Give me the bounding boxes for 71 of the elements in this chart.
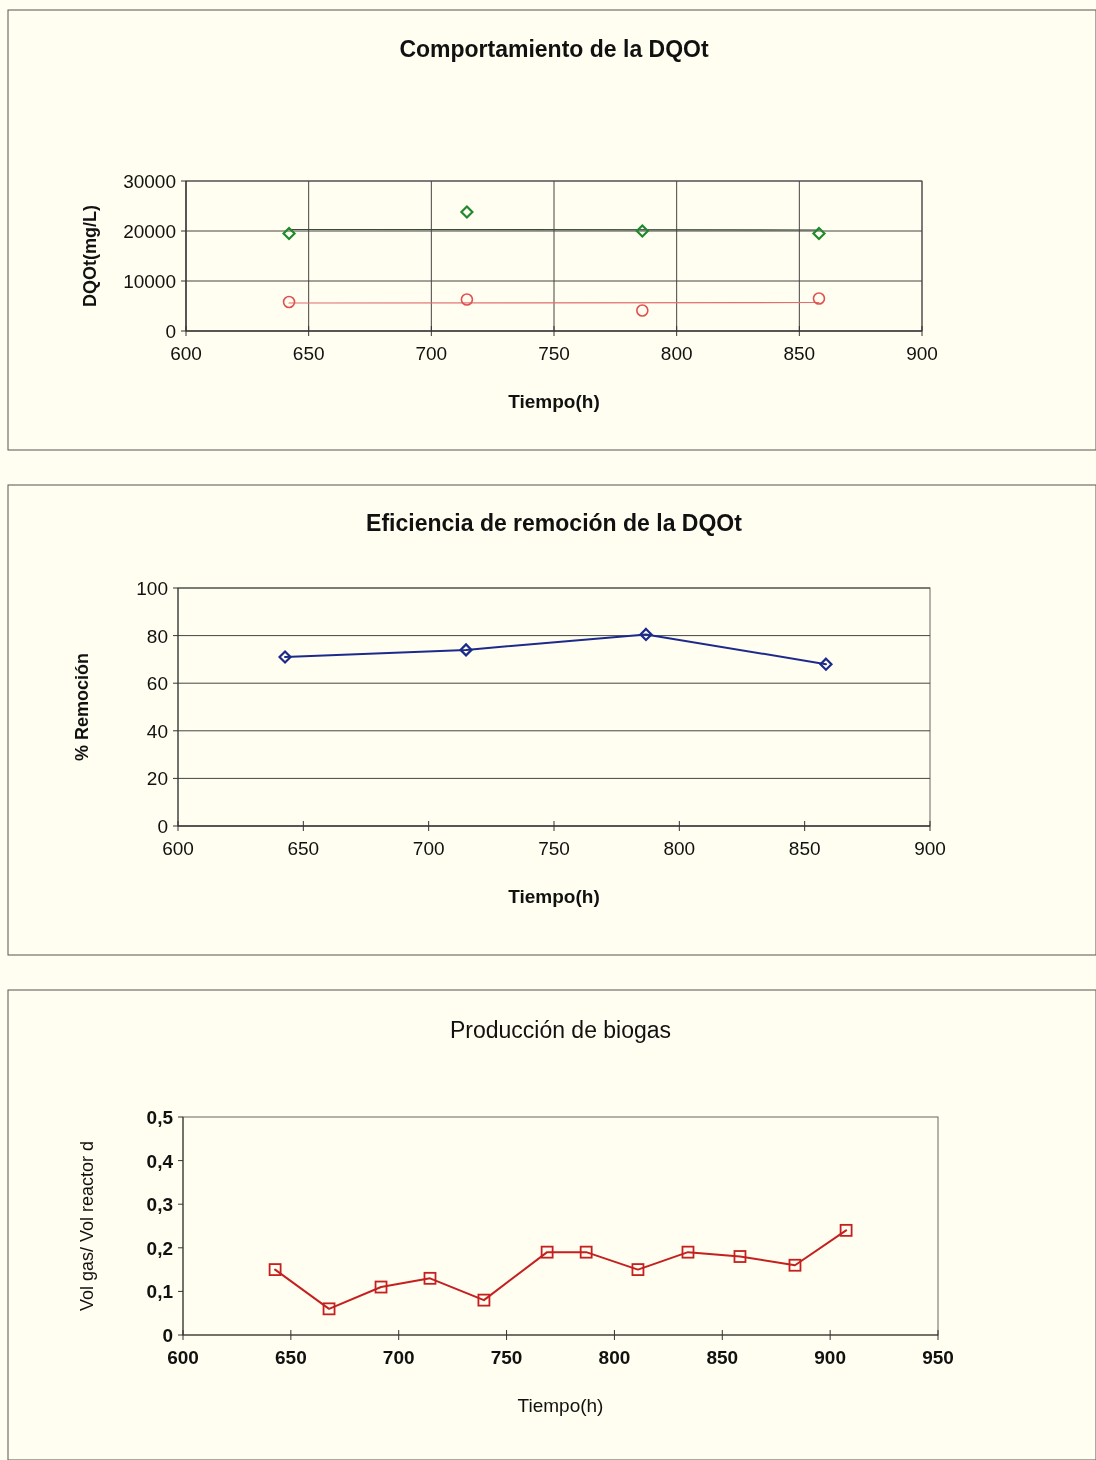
x-tick-label: 850: [706, 1347, 739, 1368]
point: [460, 205, 474, 219]
point: [540, 1245, 554, 1259]
x-tick-label: 800: [598, 1347, 631, 1368]
y-tick-label: 80: [146, 625, 168, 647]
x-tick-label: 750: [538, 343, 570, 364]
chart-title: Eficiencia de remoción de la DQOt: [366, 510, 743, 536]
x-tick-label: 850: [788, 838, 821, 859]
x-tick-label: 650: [292, 343, 325, 364]
x-tick-label: 800: [663, 838, 696, 859]
point: [374, 1280, 388, 1294]
point: [282, 295, 296, 309]
y-tick-label: 0,5: [146, 1107, 174, 1128]
point: [268, 1263, 282, 1276]
x-tick-label: 700: [382, 1347, 415, 1368]
x-tick-label: 650: [287, 838, 320, 859]
point: [460, 293, 474, 306]
y-tick-label: 20: [146, 768, 168, 790]
chart-title: Comportamiento de la DQOt: [399, 36, 709, 62]
y-tick-label: 0,3: [146, 1194, 173, 1216]
x-tick-label: 650: [275, 1347, 307, 1368]
x-tick-label: 750: [490, 1347, 523, 1368]
x-tick-label: 800: [660, 343, 693, 364]
point: [477, 1293, 491, 1307]
x-tick-label: 700: [412, 838, 445, 859]
x-tick-label: 700: [415, 343, 448, 364]
x-tick-label: 900: [814, 1347, 846, 1368]
point: [839, 1223, 853, 1237]
point: [631, 1263, 645, 1276]
x-tick-label: 850: [783, 343, 816, 364]
y-tick-label: 0,1: [146, 1281, 174, 1303]
x-tick-label: 900: [906, 343, 938, 364]
point: [322, 1302, 336, 1316]
x-tick-label: 600: [170, 343, 202, 364]
point: [635, 224, 649, 238]
point: [788, 1258, 802, 1272]
x-tick-label: 900: [914, 838, 946, 859]
y-tick-label: 20000: [123, 221, 176, 242]
y-tick-label: 30000: [123, 171, 176, 192]
x-tick-label: 600: [167, 1347, 199, 1368]
point: [733, 1250, 747, 1263]
point: [819, 657, 833, 671]
point: [681, 1245, 695, 1259]
y-axis-title: DQOt(mg/L): [80, 205, 100, 307]
point: [812, 226, 826, 241]
y-tick-label: 0: [162, 1325, 173, 1346]
y-axis-title: Vol gas/ Vol reactor d: [77, 1140, 97, 1312]
x-tick-label: 600: [162, 838, 194, 859]
point: [579, 1245, 593, 1259]
y-tick-label: 100: [136, 578, 168, 599]
point: [639, 627, 653, 642]
y-axis-title: % Remoción: [72, 652, 92, 762]
y-tick-label: 40: [146, 720, 168, 742]
x-axis-title: Tiempo(h): [517, 1395, 604, 1416]
x-axis-title: Tiempo(h): [508, 886, 600, 907]
point: [636, 304, 649, 317]
y-tick-label: 0: [157, 816, 168, 837]
y-tick-label: 0: [165, 321, 176, 342]
point: [282, 226, 296, 241]
x-tick-label: 750: [538, 838, 570, 859]
x-axis-title: Tiempo(h): [508, 391, 600, 412]
y-tick-label: 0,4: [146, 1150, 174, 1172]
point: [278, 650, 292, 664]
y-tick-label: 60: [146, 673, 168, 695]
y-tick-label: 0,2: [146, 1237, 173, 1259]
y-tick-label: 10000: [123, 271, 176, 292]
chart-title: Producción de biogas: [449, 1017, 672, 1043]
point: [423, 1271, 437, 1285]
point: [812, 292, 826, 305]
x-tick-label: 950: [922, 1347, 954, 1368]
point: [459, 643, 473, 657]
